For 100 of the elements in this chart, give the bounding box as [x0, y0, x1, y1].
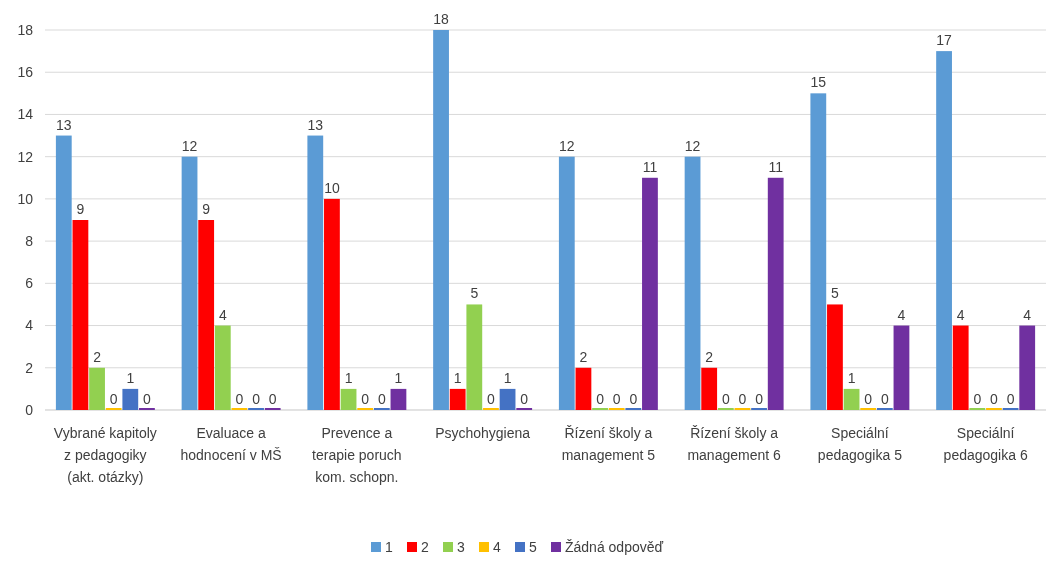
bar	[1019, 325, 1036, 410]
bar	[122, 388, 139, 410]
data-label: 0	[973, 391, 982, 407]
data-label: 0	[109, 391, 118, 407]
data-label: 0	[361, 391, 370, 407]
bar	[466, 304, 483, 410]
legend-label: 3	[457, 539, 465, 555]
bar	[307, 135, 324, 410]
data-label: 9	[76, 201, 85, 217]
y-tick-label: 18	[17, 21, 34, 38]
bar	[449, 388, 466, 410]
bar	[324, 198, 340, 410]
bar	[701, 367, 718, 410]
data-label: 11	[642, 158, 658, 175]
bar	[558, 156, 575, 410]
y-tick-label: 0	[25, 401, 34, 418]
data-label: 0	[738, 391, 747, 407]
y-tick-label: 6	[25, 275, 34, 292]
data-label: 18	[433, 11, 450, 27]
bar	[499, 388, 516, 410]
y-tick-label: 4	[25, 317, 34, 334]
data-label: 10	[324, 179, 340, 196]
data-label: 4	[956, 306, 965, 323]
data-label: 0	[520, 391, 529, 407]
data-label: 1	[344, 369, 353, 386]
bar	[433, 30, 449, 410]
bar	[952, 325, 969, 410]
data-label: 0	[487, 391, 496, 407]
data-label: 2	[705, 348, 714, 365]
data-label: 2	[93, 348, 102, 365]
data-label: 0	[268, 391, 277, 407]
bar	[843, 388, 860, 410]
data-label: 12	[684, 137, 701, 154]
y-tick-label: 8	[25, 233, 34, 250]
data-label: 0	[377, 391, 386, 407]
y-tick-label: 2	[25, 359, 34, 376]
bar	[72, 220, 89, 410]
data-label: 12	[181, 137, 198, 154]
bar	[575, 367, 592, 410]
bar	[55, 135, 72, 410]
bar	[214, 325, 231, 410]
y-tick-label: 14	[17, 106, 34, 123]
y-tick-label: 16	[17, 64, 34, 81]
data-label: 5	[831, 285, 840, 302]
x-tick-label: Vybrané kapitoly z pedagogiky (akt. otázky)	[53, 425, 157, 485]
data-label: 4	[218, 306, 227, 323]
data-label: 1	[453, 369, 462, 386]
data-label: 15	[810, 74, 827, 91]
data-label: 2	[579, 348, 588, 365]
data-label: 0	[596, 391, 605, 407]
bar	[810, 93, 827, 410]
data-label: 13	[307, 116, 324, 133]
x-tick-label: Prevence a terapie poruch kom. schopn.	[312, 425, 402, 485]
data-label: 1	[847, 369, 856, 386]
bar	[642, 177, 658, 410]
data-label: 11	[768, 158, 784, 175]
bar	[827, 304, 843, 410]
data-label: 4	[897, 306, 906, 323]
y-tick-label: 10	[17, 190, 34, 207]
bar	[198, 220, 215, 410]
bar	[684, 156, 701, 410]
data-label: 1	[394, 369, 403, 386]
x-tick-label: Speciální pedagogika 6	[943, 425, 1028, 463]
bar	[340, 388, 357, 410]
data-label: 17	[936, 32, 953, 49]
y-tick-label: 12	[17, 148, 34, 165]
x-tick-label: Řízení školy a management 5	[561, 425, 656, 463]
legend-label: 5	[529, 539, 537, 555]
bar	[936, 51, 952, 410]
bar	[767, 177, 784, 410]
x-tick-label: Evaluace a hodnocení v MŠ	[180, 425, 282, 463]
data-label: 0	[235, 391, 244, 407]
bar	[89, 367, 105, 410]
data-label: 5	[470, 285, 479, 302]
bar	[893, 325, 910, 410]
data-label: 0	[1006, 391, 1015, 407]
bar	[181, 156, 198, 410]
legend-label: Žádná odpověď	[565, 539, 664, 555]
data-label: 0	[721, 391, 730, 407]
x-tick-label: Psychohygiena	[435, 425, 531, 441]
data-label: 13	[56, 116, 72, 133]
data-label: 4	[1023, 306, 1032, 323]
data-label: 0	[755, 391, 764, 407]
legend-label: 1	[385, 539, 393, 555]
data-label: 0	[143, 391, 152, 407]
data-label: 9	[202, 201, 211, 217]
legend-label: 2	[421, 539, 429, 555]
data-label: 0	[629, 391, 638, 407]
bar	[390, 388, 407, 410]
data-label: 0	[990, 391, 999, 407]
data-label: 0	[612, 391, 621, 407]
data-label: 0	[864, 391, 873, 407]
legend-label: 4	[493, 539, 501, 555]
data-label: 0	[252, 391, 261, 407]
data-label: 12	[559, 137, 575, 154]
x-tick-label: Speciální pedagogika 5	[817, 425, 903, 463]
data-label: 1	[503, 369, 512, 386]
data-label: 0	[880, 391, 889, 407]
x-tick-label: Řízení školy a management 6	[687, 425, 782, 463]
data-label: 1	[126, 369, 135, 386]
